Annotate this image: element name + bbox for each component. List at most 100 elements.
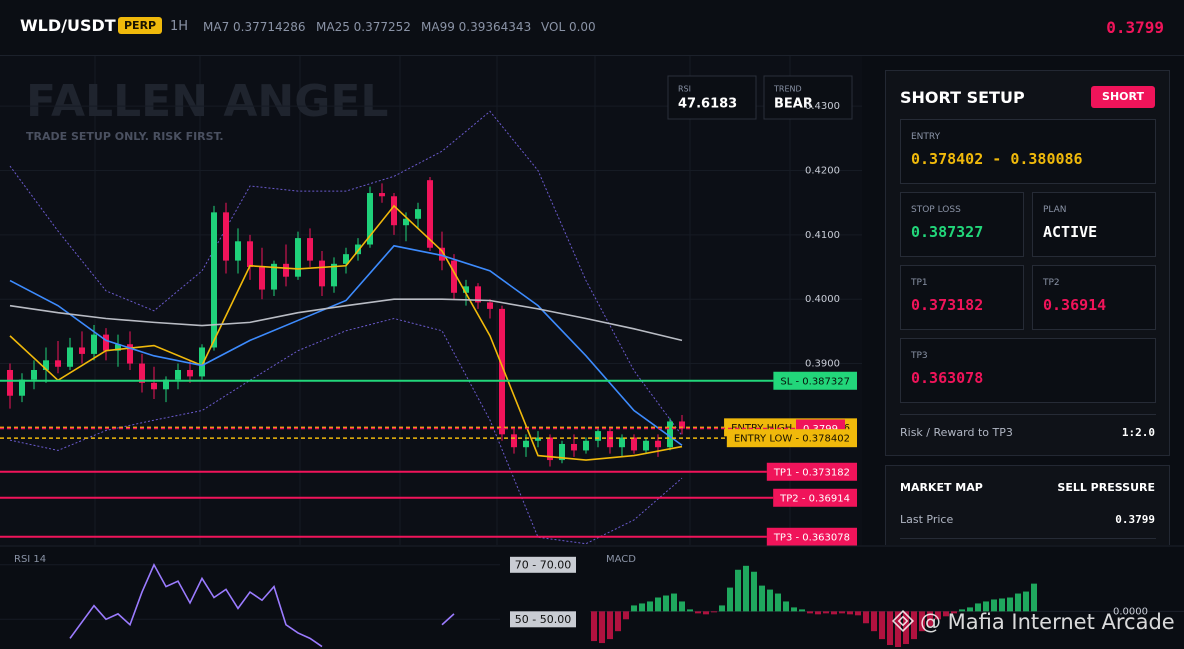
candle-body	[391, 196, 397, 226]
macd-bar	[871, 611, 877, 632]
candle-body	[415, 209, 421, 219]
subtitle: TRADE SETUP ONLY. RISK FIRST.	[26, 130, 224, 143]
setup-panel: SHORT SETUP SHORT ENTRY 0.378402 - 0.380…	[885, 70, 1170, 456]
macd-bar	[1031, 583, 1037, 612]
candle-body	[163, 379, 169, 390]
divider	[900, 538, 1156, 539]
interval: 1H	[170, 19, 189, 34]
level-label: TP2 - 0.36914	[779, 493, 850, 504]
candle-body	[67, 347, 73, 367]
macd-bar	[975, 603, 981, 612]
macd-bar	[631, 605, 637, 612]
candle-body	[175, 369, 181, 380]
candle-body	[259, 267, 265, 290]
rsi-tick-box	[510, 556, 576, 573]
header: WLD/USDT PERP 1H MA7 0.37714286 MA25 0.3…	[0, 0, 1184, 56]
ma-name: MA25	[316, 20, 350, 34]
stat-box	[763, 75, 853, 120]
level-label: SL - 0.387327	[780, 376, 850, 387]
candle-body	[631, 437, 637, 451]
candle-body	[343, 254, 349, 264]
candle-body	[475, 286, 481, 303]
watermark: @ Mafia Internet Arcade	[920, 610, 1175, 634]
macd-bar	[663, 595, 669, 612]
macd-bar	[687, 609, 693, 612]
macd-bar	[703, 611, 709, 615]
macd-bar	[799, 609, 805, 612]
y-tick-label: 0.4100	[805, 230, 840, 241]
candle-body	[559, 443, 565, 461]
macd-bar	[735, 569, 741, 612]
macd-title: MACD	[606, 554, 636, 565]
entry-label: ENTRY	[911, 132, 941, 142]
macd-bar	[943, 611, 949, 617]
ma-value: 0.377252	[353, 20, 411, 34]
candle-body	[571, 443, 577, 451]
candle-body	[295, 238, 301, 277]
rsi-plot	[0, 562, 500, 648]
candle-body	[187, 369, 193, 377]
candle-body	[19, 379, 25, 396]
y-tick-label: 0.3900	[805, 359, 840, 370]
candle-body	[79, 347, 85, 354]
candle-body	[619, 437, 625, 448]
candle-body	[379, 193, 385, 197]
divider	[900, 414, 1156, 415]
symbol: WLD/USDT	[20, 16, 116, 35]
badge: PERP	[118, 17, 163, 34]
ma-indicator: MA7 0.37714286	[203, 20, 306, 34]
macd-tick-label: 0.0000	[1113, 606, 1148, 617]
vertical-grid	[94, 56, 791, 545]
rsi-line	[69, 562, 323, 648]
macd-bar	[743, 565, 749, 612]
row-value: 0.3799	[1115, 513, 1155, 526]
stat-label: RSI	[678, 85, 691, 94]
ma-indicator: MA99 0.39364343	[421, 20, 531, 34]
candle-body	[427, 180, 433, 248]
candle-body	[271, 263, 277, 290]
candle-body	[451, 260, 457, 293]
tp-label: TP3	[911, 351, 928, 361]
plan-value: ACTIVE	[1043, 223, 1098, 241]
candle-body	[7, 369, 13, 396]
candle-body	[535, 437, 541, 441]
watermark-title: FALLEN ANGEL	[26, 76, 388, 127]
macd-bar	[1007, 597, 1013, 612]
candle-body	[643, 440, 649, 451]
ma-value: 0.37714286	[233, 20, 306, 34]
level-label: ENTRY HIGH - 0.380086	[731, 423, 850, 434]
macd-bar	[927, 611, 933, 627]
macd-bar	[791, 607, 797, 612]
macd-bar	[775, 593, 781, 612]
macd-bar	[855, 611, 861, 616]
stat-label: TREND	[773, 85, 802, 94]
main-pane	[0, 56, 862, 545]
tp-box: TP1 0.373182	[900, 265, 1024, 330]
rsi-tick-label: 70 - 70.00	[515, 558, 571, 571]
ma-line	[9, 298, 683, 342]
market-panel: MARKET MAP SELL PRESSURE Last Price 0.37…	[885, 465, 1170, 545]
candle-body	[679, 421, 685, 429]
candle-body	[331, 263, 337, 287]
macd-bar	[839, 611, 845, 614]
band-upper	[9, 110, 683, 436]
macd-plot: 0.0000	[590, 565, 1184, 648]
y-tick-label: 0.4300	[805, 101, 840, 112]
side-badge[interactable]: SHORT	[1091, 86, 1155, 108]
stats: RSI 47.6183 TREND BEAR	[667, 75, 853, 120]
level-tag	[726, 429, 857, 448]
macd-bar	[831, 611, 837, 615]
candle-body	[583, 440, 589, 451]
macd-bar	[639, 603, 645, 612]
tp-value: 0.363078	[911, 369, 984, 387]
rsi-tick-label: 50 - 50.00	[515, 613, 571, 626]
level-tag	[766, 462, 857, 481]
macd-bar	[959, 609, 965, 612]
macd-bar	[823, 611, 829, 614]
candle-body	[655, 440, 661, 448]
candle-body	[127, 344, 133, 364]
candle-body	[667, 421, 673, 448]
